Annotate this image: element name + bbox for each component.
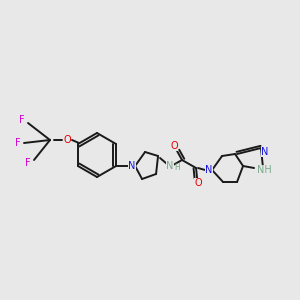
Text: F: F	[19, 115, 25, 125]
Text: O: O	[170, 141, 178, 151]
Text: N: N	[261, 147, 269, 157]
Text: F: F	[15, 138, 21, 148]
Text: O: O	[194, 178, 202, 188]
Text: NH: NH	[257, 165, 272, 175]
Text: N: N	[206, 165, 213, 175]
Text: N: N	[128, 161, 136, 171]
Text: N: N	[167, 161, 174, 171]
Text: H: H	[174, 164, 180, 172]
Text: O: O	[63, 135, 71, 145]
Text: F: F	[25, 158, 31, 168]
